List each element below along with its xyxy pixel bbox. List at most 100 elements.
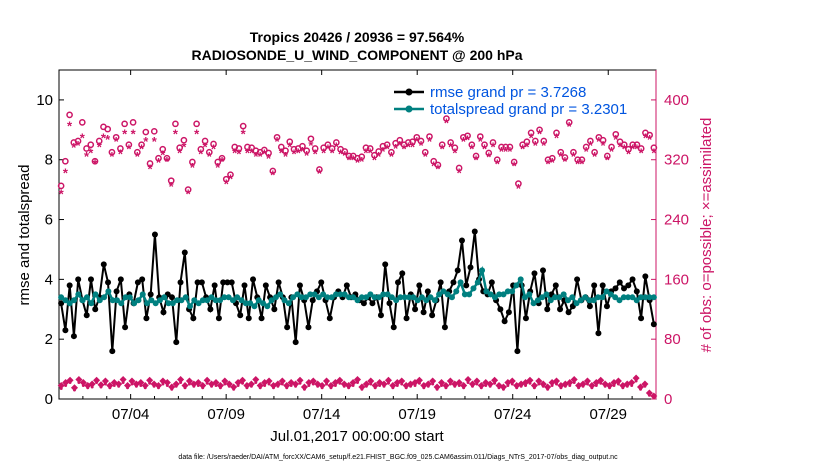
obs-bottom-assimilated-point	[121, 381, 125, 385]
obs-possible-point	[129, 118, 137, 126]
obs-bottom-possible-point	[371, 382, 379, 390]
obs-bottom-assimilated-point	[139, 384, 143, 388]
obs-bottom-possible-point	[256, 382, 264, 390]
obs-possible-point	[205, 148, 213, 156]
obs-bottom-possible-point	[106, 382, 114, 390]
obs-assimilated-point: *	[617, 139, 623, 154]
obs-bottom-assimilated-point	[210, 384, 214, 388]
obs-assimilated-point: *	[423, 149, 429, 164]
rmse-point	[595, 330, 602, 337]
rmse-point	[207, 306, 214, 313]
x-axis-label: Jul.01,2017 00:00:00 start	[270, 428, 444, 445]
obs-bottom-possible-point	[146, 376, 154, 384]
obs-bottom-assimilated-point	[108, 386, 112, 390]
spread-point	[195, 300, 202, 307]
spread-point	[453, 288, 460, 295]
obs-bottom-assimilated-point	[608, 386, 612, 390]
obs-bottom-possible-point	[628, 379, 636, 387]
spread-point	[165, 300, 172, 307]
obs-possible-point	[261, 146, 268, 154]
obs-assimilated-point: *	[469, 142, 475, 157]
obs-possible-point	[468, 141, 476, 149]
obs-possible-point	[599, 136, 607, 144]
rmse-point	[633, 288, 640, 295]
spread-point	[221, 294, 228, 301]
obs-bottom-possible-point	[168, 383, 176, 391]
obs-assimilated-point: *	[152, 134, 158, 149]
obs-assimilated-point: *	[186, 186, 192, 201]
obs-assimilated-point: *	[224, 177, 230, 192]
obs-assimilated-point: *	[270, 168, 276, 183]
obs-possible-point	[282, 147, 289, 155]
obs-assimilated-point: *	[283, 149, 289, 164]
obs-bottom-possible-point	[185, 377, 193, 385]
spread-point	[113, 297, 120, 304]
rmse-point	[395, 279, 402, 286]
obs-assimilated-point: *	[203, 139, 209, 154]
obs-assimilated-point: *	[148, 162, 154, 177]
spread-point	[277, 291, 284, 298]
obs-assimilated-point: *	[241, 127, 247, 142]
obs-bottom-possible-point	[632, 374, 640, 382]
x-tick-label: 07/24	[494, 406, 532, 423]
obs-bottom-possible-point	[349, 379, 357, 387]
spread-point	[650, 294, 657, 301]
obs-possible-point	[189, 158, 196, 166]
obs-assimilated-point: *	[177, 145, 183, 160]
obs-possible-point	[527, 129, 535, 137]
spread-point	[577, 297, 584, 304]
obs-bottom-assimilated-point	[157, 386, 160, 390]
obs-bottom-assimilated-point	[652, 396, 656, 400]
obs-assimilated-point: *	[397, 138, 403, 153]
spread-point	[238, 297, 245, 304]
obs-bottom-assimilated-point	[258, 386, 262, 390]
spread-point	[354, 297, 361, 304]
rmse-point	[139, 276, 146, 283]
rmse-point	[58, 300, 65, 307]
obs-bottom-possible-point	[93, 376, 101, 384]
obs-bottom-assimilated-point	[241, 381, 245, 385]
obs-bottom-assimilated-point	[161, 382, 165, 386]
spread-point	[479, 267, 486, 274]
obs-possible-point	[159, 145, 167, 153]
obs-bottom-assimilated-point	[373, 386, 377, 390]
rmse-point	[100, 261, 107, 268]
obs-assimilated-point: *	[567, 119, 573, 134]
obs-bottom-assimilated-point	[263, 384, 267, 388]
obs-possible-point	[332, 139, 340, 146]
obs-possible-point	[290, 145, 298, 153]
obs-bottom-assimilated-point	[395, 384, 399, 388]
obs-bottom-assimilated-point	[86, 386, 90, 390]
spread-point	[569, 294, 576, 301]
rmse-point	[403, 315, 410, 322]
rmse-point	[390, 324, 397, 331]
spread-point	[169, 300, 176, 307]
data-file-footer: data file: /Users/raeder/DAI/ATM_forcXX/…	[178, 454, 618, 461]
spread-point	[341, 291, 348, 298]
obs-bottom-possible-point	[57, 382, 65, 390]
obs-bottom-assimilated-point	[479, 386, 483, 390]
x-tick-label: 07/14	[303, 406, 341, 423]
obs-assimilated-point: *	[550, 155, 556, 170]
rmse-point	[429, 312, 436, 319]
obs-possible-point	[383, 141, 391, 149]
obs-bottom-possible-point	[124, 382, 132, 390]
obs-bottom-assimilated-point	[347, 386, 351, 390]
obs-assimilated-point: *	[363, 145, 369, 160]
obs-possible-point	[502, 143, 510, 151]
obs-assimilated-point: *	[338, 147, 344, 162]
obs-assimilated-point: *	[321, 145, 327, 160]
obs-bottom-assimilated-point	[179, 381, 183, 385]
obs-bottom-assimilated-point	[572, 381, 576, 385]
obs-assimilated-point: *	[219, 154, 225, 169]
obs-bottom-possible-point	[491, 376, 499, 384]
obs-possible-point	[142, 128, 150, 136]
rmse-point	[382, 261, 389, 268]
spread-point	[397, 294, 404, 301]
spread-point	[148, 297, 155, 304]
rmse-point	[458, 237, 465, 244]
spread-point	[586, 297, 593, 304]
obs-possible-point	[388, 148, 395, 156]
obs-assimilated-point: *	[431, 159, 437, 174]
spread-point	[58, 294, 65, 301]
